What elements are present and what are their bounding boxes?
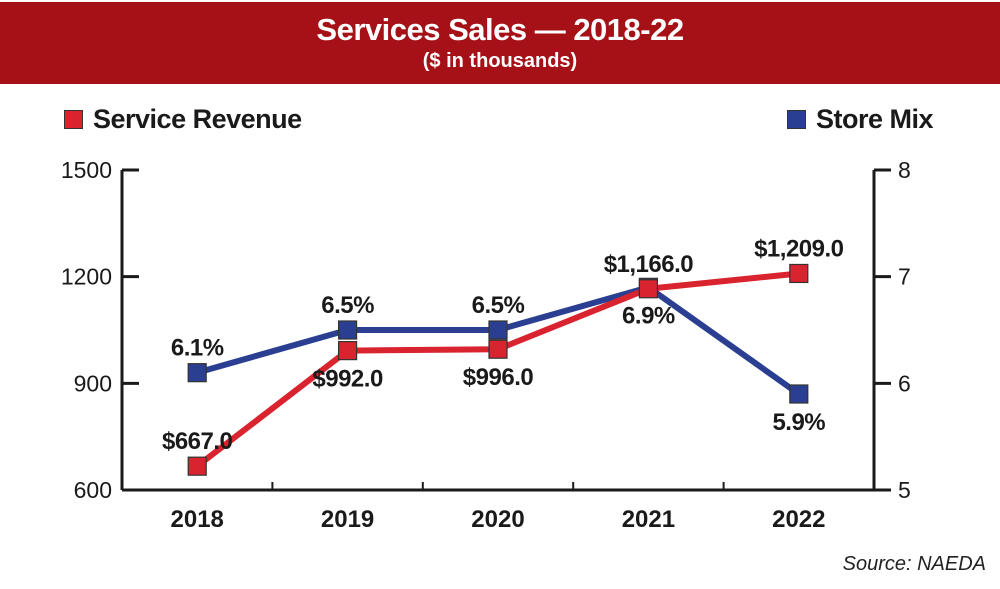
right-axis-tick-label: 5: [898, 477, 911, 503]
data-point-service-revenue: [638, 279, 659, 299]
x-axis-tick-label: 2019: [321, 506, 374, 533]
data-label-service-revenue: $1,166.0: [604, 251, 694, 278]
data-point-store-mix: [338, 320, 358, 340]
data-point-service-revenue: [338, 341, 358, 361]
data-label-store-mix: 6.5%: [472, 292, 525, 319]
legend-label-service-revenue: Service Revenue: [93, 104, 302, 134]
legend-item-service-revenue: Service Revenue: [64, 104, 302, 135]
left-axis-tick-label: 1500: [61, 157, 112, 183]
x-axis-tick-label: 2022: [772, 506, 825, 533]
right-axis-tick-label: 7: [898, 264, 911, 290]
data-label-store-mix: 6.5%: [321, 292, 374, 319]
legend-item-store-mix: Store Mix: [787, 104, 934, 135]
data-label-service-revenue: $996.0: [463, 364, 534, 391]
legend-swatch-store-mix: [787, 110, 806, 129]
chart-subtitle: ($ in thousands): [422, 50, 578, 72]
data-label-store-mix: 6.9%: [622, 302, 675, 329]
legend-swatch-service-revenue: [64, 110, 83, 129]
right-axis-tick-label: 8: [898, 157, 911, 183]
left-axis-tick-label: 900: [74, 370, 112, 396]
data-point-store-mix: [187, 363, 207, 383]
data-point-store-mix: [789, 384, 809, 404]
legend-label-store-mix: Store Mix: [816, 104, 934, 134]
data-label-service-revenue: $1,209.0: [754, 235, 844, 262]
data-label-store-mix: 6.1%: [171, 335, 224, 362]
data-point-service-revenue: [789, 263, 809, 284]
right-axis-tick-label: 6: [898, 370, 911, 396]
x-axis-tick-label: 2018: [171, 506, 224, 533]
data-point-service-revenue: [488, 339, 508, 359]
chart-title: Services Sales — 2018-22: [316, 12, 684, 47]
title-banner: Services Sales — 2018-22 ($ in thousands…: [0, 2, 1000, 84]
left-axis-tick-label: 600: [74, 477, 112, 503]
data-label-store-mix: 5.9%: [772, 409, 825, 436]
data-label-service-revenue: $667.0: [162, 428, 233, 455]
left-axis-tick-label: 1200: [61, 264, 112, 290]
data-point-service-revenue: [187, 456, 207, 476]
source-note: Source: NAEDA: [842, 553, 986, 575]
x-axis-tick-label: 2021: [622, 506, 675, 533]
data-point-store-mix: [488, 320, 508, 340]
data-label-service-revenue: $992.0: [312, 366, 383, 393]
x-axis-tick-label: 2020: [471, 506, 524, 533]
